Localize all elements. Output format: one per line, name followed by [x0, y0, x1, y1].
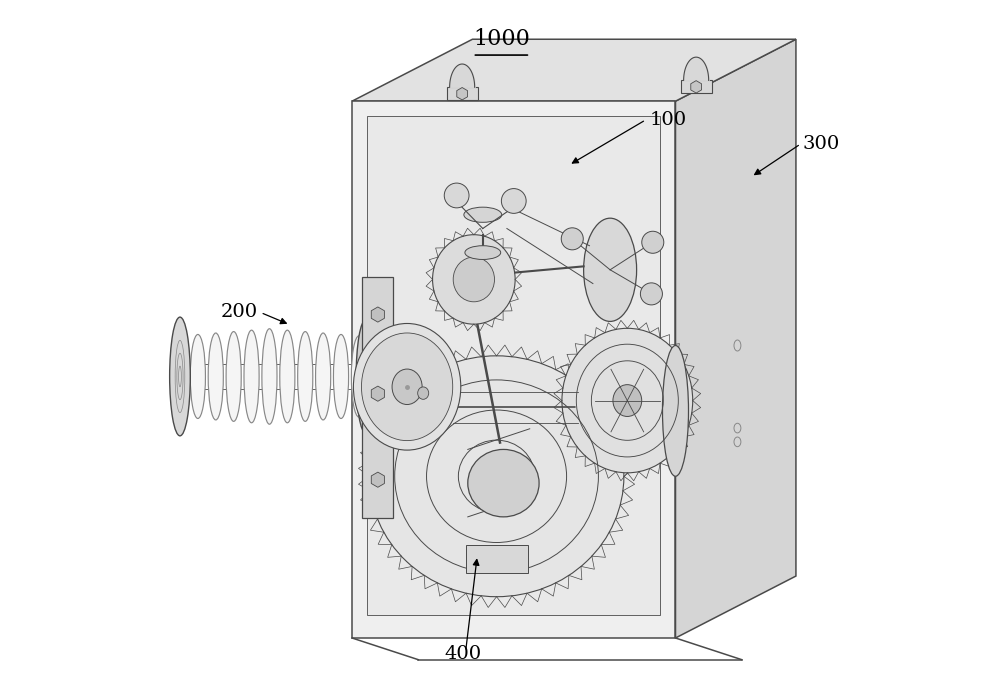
- Ellipse shape: [262, 329, 277, 424]
- Ellipse shape: [316, 333, 331, 420]
- Circle shape: [561, 228, 583, 250]
- Ellipse shape: [468, 449, 539, 517]
- Polygon shape: [691, 81, 702, 93]
- Text: 1000: 1000: [473, 28, 530, 50]
- Polygon shape: [675, 39, 796, 638]
- Polygon shape: [362, 276, 393, 518]
- Ellipse shape: [613, 385, 642, 417]
- Text: 200: 200: [221, 303, 258, 321]
- Ellipse shape: [356, 320, 375, 433]
- Polygon shape: [371, 386, 384, 401]
- Polygon shape: [367, 116, 660, 615]
- Polygon shape: [466, 545, 528, 573]
- Circle shape: [501, 189, 526, 214]
- Text: 400: 400: [444, 645, 481, 663]
- Ellipse shape: [170, 317, 190, 436]
- Ellipse shape: [562, 328, 693, 473]
- Circle shape: [640, 283, 662, 305]
- Ellipse shape: [464, 207, 502, 223]
- Polygon shape: [447, 87, 478, 100]
- Polygon shape: [457, 88, 468, 100]
- Polygon shape: [352, 39, 796, 101]
- Circle shape: [444, 183, 469, 208]
- Ellipse shape: [190, 334, 205, 419]
- Text: 100: 100: [650, 111, 687, 129]
- Ellipse shape: [298, 332, 313, 422]
- Ellipse shape: [433, 235, 515, 324]
- Ellipse shape: [172, 336, 188, 417]
- Polygon shape: [681, 80, 712, 93]
- Ellipse shape: [369, 356, 624, 597]
- Ellipse shape: [465, 246, 501, 260]
- Text: 300: 300: [803, 135, 840, 153]
- Ellipse shape: [584, 218, 637, 321]
- Ellipse shape: [226, 332, 241, 422]
- Ellipse shape: [353, 323, 461, 450]
- Circle shape: [642, 231, 664, 254]
- Ellipse shape: [351, 336, 366, 417]
- Ellipse shape: [244, 330, 259, 423]
- Ellipse shape: [392, 369, 422, 404]
- Polygon shape: [371, 472, 384, 487]
- Polygon shape: [371, 307, 384, 322]
- Ellipse shape: [662, 346, 689, 476]
- Ellipse shape: [418, 387, 429, 399]
- Ellipse shape: [333, 334, 349, 419]
- Ellipse shape: [280, 330, 295, 423]
- Ellipse shape: [361, 333, 453, 441]
- Ellipse shape: [453, 257, 494, 302]
- Polygon shape: [352, 101, 675, 638]
- Ellipse shape: [208, 333, 223, 420]
